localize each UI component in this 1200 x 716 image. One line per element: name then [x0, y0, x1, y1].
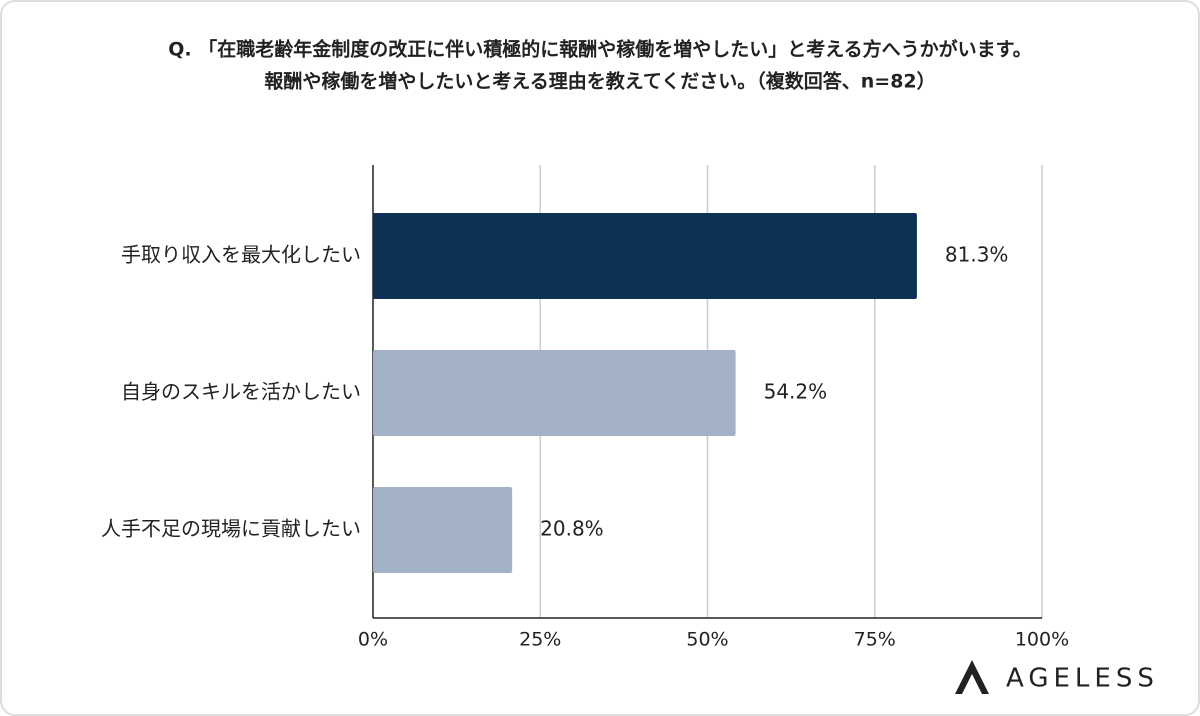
logo: AGELESS — [955, 660, 1159, 694]
bar — [373, 213, 917, 299]
y-tick-label: 自身のスキルを活かしたい — [121, 380, 361, 404]
chart-title: Q. 「在職老齢年金制度の改正に伴い積極的に報酬や稼働を増やしたい」と考える方へ… — [168, 38, 1032, 61]
bar — [373, 350, 736, 436]
x-tick-label: 25% — [519, 629, 561, 651]
logo-icon — [955, 660, 989, 694]
logo-text: AGELESS — [1006, 664, 1159, 694]
value-label: 81.3% — [945, 243, 1009, 267]
x-tick-label: 50% — [686, 629, 728, 651]
chart-subtitle: 報酬や稼働を増やしたいと考える理由を教えてください。（複数回答、n=82） — [264, 70, 935, 93]
value-label: 20.8% — [540, 517, 604, 541]
x-tick-label: 75% — [854, 629, 896, 651]
bar — [373, 487, 513, 573]
x-tick-label: 0% — [358, 629, 388, 651]
x-tick-label: 100% — [1015, 629, 1069, 651]
value-label: 54.2% — [764, 380, 828, 404]
y-tick-label: 人手不足の現場に貢献したい — [101, 517, 361, 541]
y-tick-label: 手取り収入を最大化したい — [121, 243, 361, 267]
